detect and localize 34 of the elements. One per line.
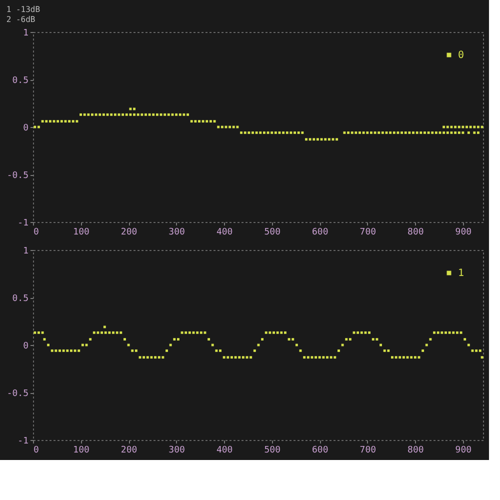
x-tick-label: 500 — [264, 228, 280, 238]
y-tick-label: -1 — [18, 436, 28, 446]
y-tick-label: 0 — [23, 342, 28, 352]
x-tick-label: 700 — [360, 446, 376, 456]
legend-label: 0 — [458, 50, 464, 61]
x-tick-label: 300 — [168, 228, 185, 238]
y-tick-label: -0.5 — [6, 389, 28, 399]
x-tick-label: 100 — [73, 228, 90, 238]
x-tick-label: 800 — [408, 446, 424, 456]
y-tick-label: 0 — [23, 124, 28, 134]
x-tick-label: 0 — [34, 228, 39, 238]
x-tick-label: 500 — [264, 446, 280, 456]
x-tick-label: 700 — [360, 228, 376, 238]
x-tick-label: 400 — [216, 228, 233, 238]
y-tick-label: 0.5 — [12, 76, 28, 86]
x-tick-label: 900 — [455, 228, 472, 238]
x-tick-label: 0 — [34, 446, 39, 456]
x-tick-label: 100 — [73, 446, 90, 456]
x-tick-label: 600 — [312, 228, 328, 238]
x-tick-label: 200 — [120, 228, 138, 238]
x-tick-label: 600 — [312, 446, 328, 456]
y-tick-label: 0.5 — [12, 294, 28, 304]
y-tick-label: 1 — [23, 28, 28, 38]
text: 1 -13dB — [6, 5, 40, 14]
y-tick-label: -0.5 — [6, 171, 28, 181]
text: 2 -6dB — [6, 15, 36, 24]
x-tick-label: 200 — [120, 446, 138, 456]
x-tick-label: 300 — [168, 446, 185, 456]
x-tick-label: 800 — [408, 228, 424, 238]
x-tick-label: 900 — [455, 446, 472, 456]
legend-label: 1 — [458, 268, 464, 279]
y-tick-label: -1 — [18, 218, 28, 228]
x-tick-label: 400 — [216, 446, 233, 456]
y-tick-label: 1 — [23, 246, 28, 256]
